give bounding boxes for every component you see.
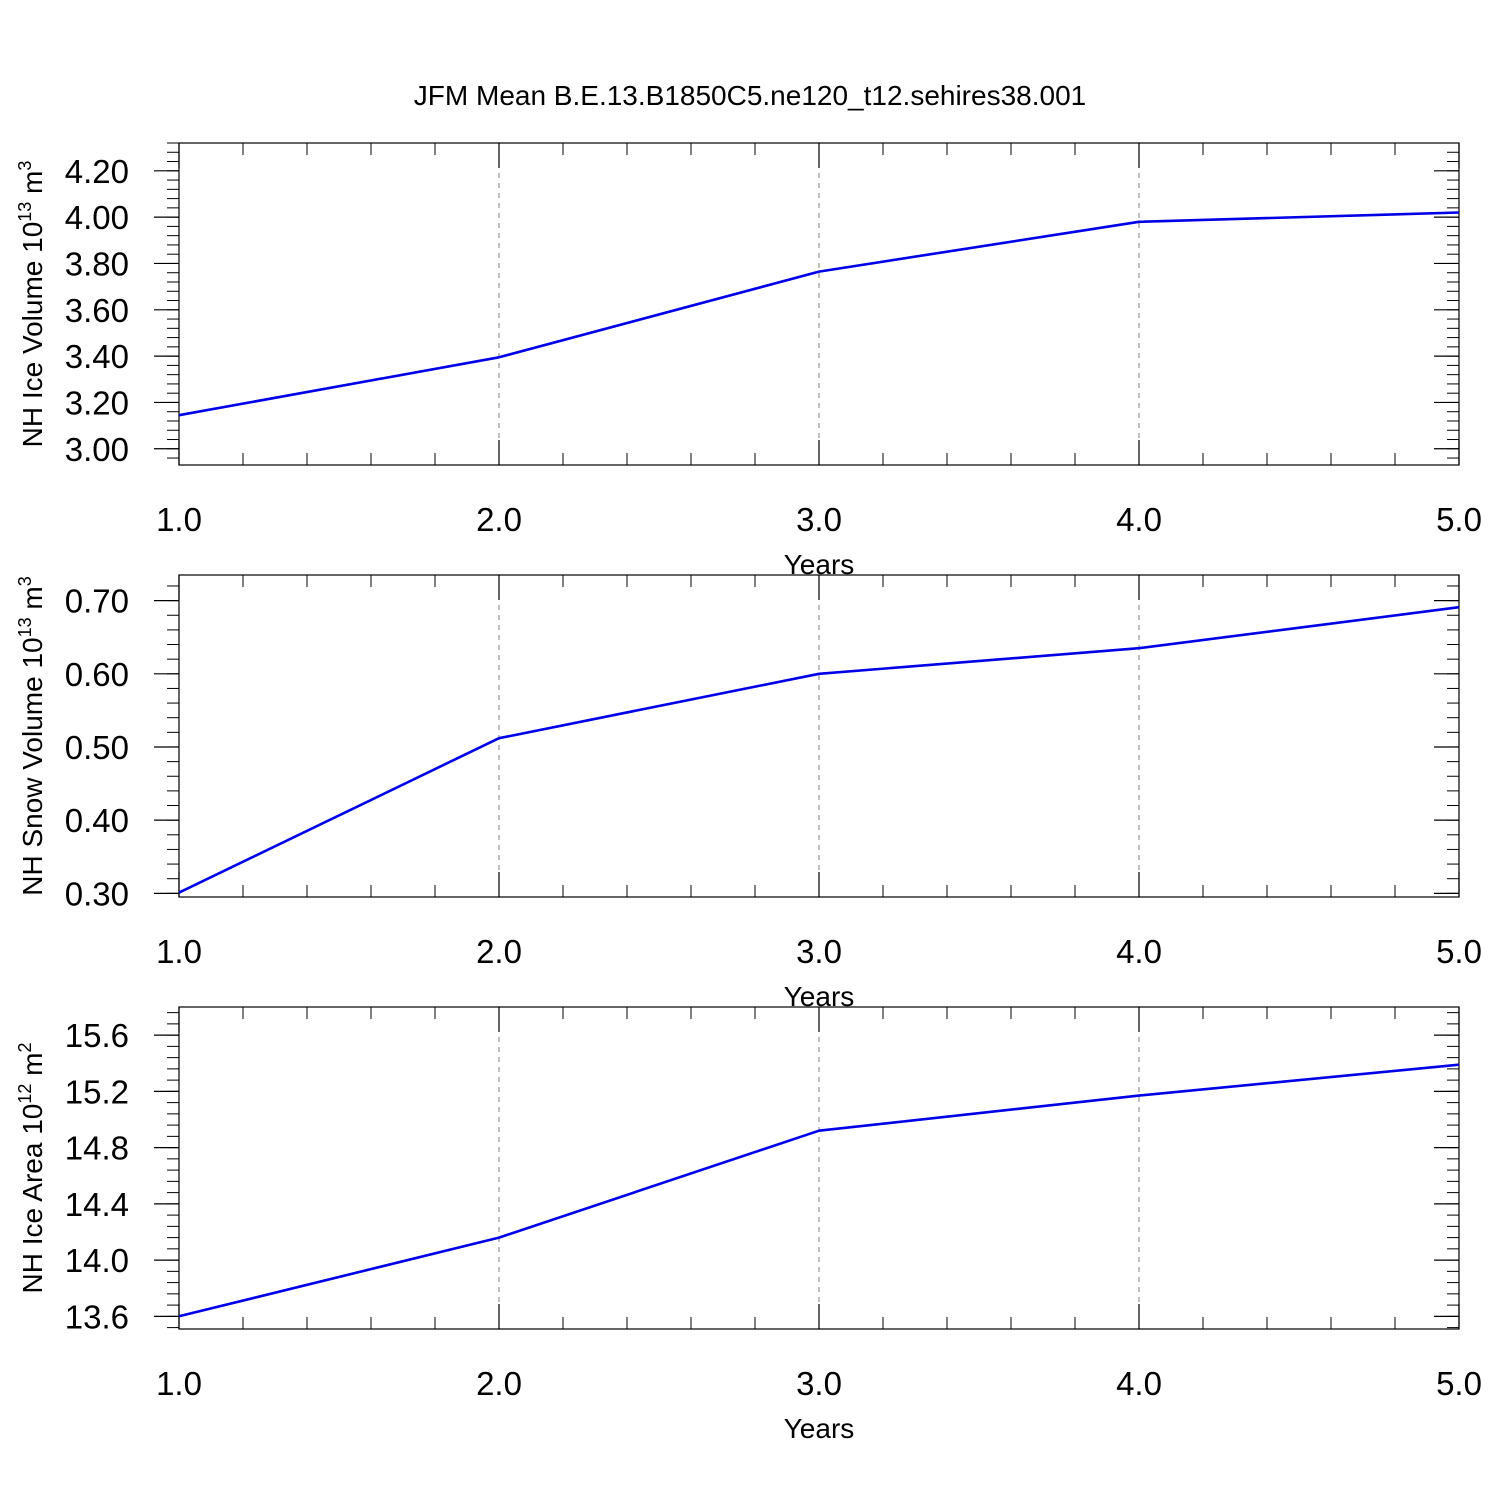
x-tick-label: 4.0	[1116, 1365, 1162, 1402]
y-tick-label: 13.6	[65, 1298, 129, 1335]
x-tick-label: 5.0	[1436, 1365, 1482, 1402]
x-tick-label: 3.0	[796, 1365, 842, 1402]
y-axis-label-superscript: 12	[15, 1084, 35, 1104]
y-tick-label: 4.20	[65, 153, 129, 190]
x-tick-label: 5.0	[1436, 933, 1482, 970]
y-axis-label-text: m	[17, 586, 48, 617]
y-tick-label: 3.00	[65, 431, 129, 468]
x-tick-label: 3.0	[796, 933, 842, 970]
figure-title: JFM Mean B.E.13.B1850C5.ne120_t12.sehire…	[413, 80, 1087, 111]
x-tick-label: 2.0	[476, 933, 522, 970]
y-axis-label-superscript: 13	[15, 202, 35, 222]
y-axis-label-superscript: 13	[15, 617, 35, 637]
panel-3: 1.0 2.0 3.0 4.0 5.0 Years 13.6 14.0 14.4 14.8 15.2…	[15, 1006, 1482, 1444]
y-axis-label-text: NH Ice Volume 10	[17, 222, 48, 448]
y-axis-label-superscript: 2	[15, 1042, 35, 1052]
x-tick-label: 4.0	[1116, 933, 1162, 970]
series-line	[178, 211, 1460, 417]
y-axis-label-text: NH Ice Area 10	[17, 1104, 48, 1294]
y-tick-label: 3.40	[65, 338, 129, 375]
y-axis-label-text: m	[17, 171, 48, 202]
y-axis-label-superscript: 3	[15, 576, 35, 586]
series-line	[178, 1063, 1460, 1318]
y-axis-label-superscript: 3	[15, 161, 35, 171]
y-tick-label: 0.30	[65, 875, 129, 912]
y-tick-label: 15.2	[65, 1073, 129, 1110]
y-tick-label: 14.8	[65, 1130, 129, 1167]
x-tick-label: 1.0	[156, 1365, 202, 1402]
y-tick-label: 0.50	[65, 729, 129, 766]
y-axis-label: NH Snow Volume 1013 m3	[15, 576, 48, 896]
panel-1: 1.0 2.0 3.0 4.0 5.0Years3.003.203.403.603.80…	[15, 142, 1482, 580]
x-tick-label: 2.0	[476, 501, 522, 538]
y-axis-label: NH Ice Volume 1013 m3	[15, 161, 48, 448]
x-tick-label: 1.0	[156, 933, 202, 970]
panel-2: 1.0 2.0 3.0 4.0 5.0Years0.300.400.500.600.70…	[15, 574, 1482, 1012]
series-line	[178, 605, 1460, 894]
y-tick-label: 3.20	[65, 384, 129, 421]
x-tick-label: 5.0	[1436, 501, 1482, 538]
x-tick-label: 1.0	[156, 501, 202, 538]
y-tick-label: 14.0	[65, 1242, 129, 1279]
y-tick-label: 4.00	[65, 199, 129, 236]
y-tick-label: 14.4	[65, 1186, 129, 1223]
y-axis-label: NH Ice Area 1012 m2	[15, 1042, 48, 1293]
y-tick-label: 3.80	[65, 245, 129, 282]
x-tick-label: 2.0	[476, 1365, 522, 1402]
y-tick-label: 0.40	[65, 802, 129, 839]
y-tick-label: 0.70	[65, 583, 129, 620]
x-tick-label: 3.0	[796, 501, 842, 538]
y-axis-label-text: m	[17, 1053, 48, 1084]
y-tick-label: 3.60	[65, 292, 129, 329]
x-axis-label: Years	[784, 1413, 855, 1444]
y-tick-label: 15.6	[65, 1017, 129, 1054]
x-tick-label: 4.0	[1116, 501, 1162, 538]
y-tick-label: 0.60	[65, 656, 129, 693]
y-axis-label-text: NH Snow Volume 10	[17, 637, 48, 895]
